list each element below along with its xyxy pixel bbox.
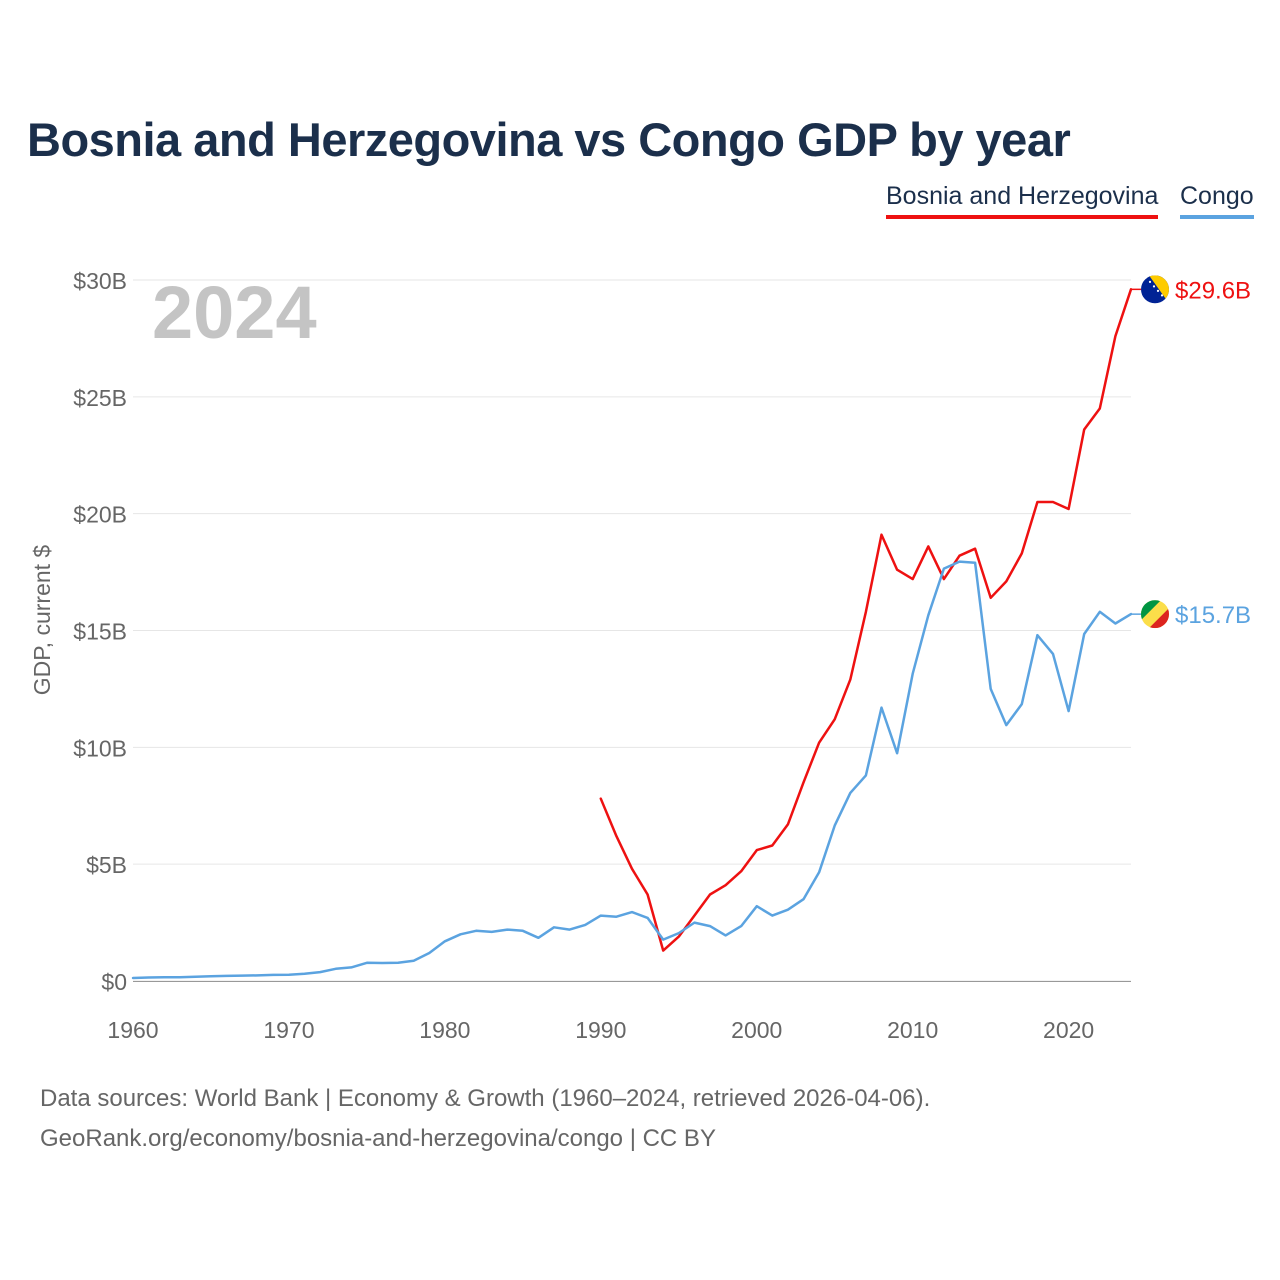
- data-source-text: Data sources: World Bank | Economy & Gro…: [40, 1085, 931, 1112]
- y-tick-label: $10B: [73, 735, 127, 761]
- x-tick-label: 1960: [107, 1017, 158, 1043]
- year-watermark: 2024: [152, 271, 317, 354]
- x-tick-label: 2000: [731, 1017, 782, 1043]
- congo-flag-icon: [1141, 600, 1169, 629]
- y-tick-label: $5B: [86, 852, 127, 878]
- series-line-congo[interactable]: [131, 560, 1133, 980]
- x-tick-label: 2020: [1043, 1017, 1094, 1043]
- end-value-label: $29.6B: [1175, 277, 1251, 304]
- y-tick-label: $0: [101, 969, 127, 995]
- x-tick-label: 1980: [419, 1017, 470, 1043]
- y-axis-title: GDP, current $: [29, 545, 55, 696]
- x-tick-label: 2010: [887, 1017, 938, 1043]
- source-link-text[interactable]: GeoRank.org/economy/bosnia-and-herzegovi…: [40, 1125, 716, 1152]
- grid-lines: [133, 279, 1131, 982]
- bosnia-flag-icon: [1141, 275, 1169, 304]
- legend-item-congo[interactable]: Congo: [1180, 182, 1254, 219]
- series-lines: [131, 288, 1133, 980]
- y-tick-label: $15B: [73, 619, 127, 645]
- end-value-label: $15.7B: [1175, 602, 1251, 629]
- x-tick-label: 1990: [575, 1017, 626, 1043]
- y-axis: $0 $5B $10B $15B $20B $25B $30B: [73, 268, 127, 995]
- chart-title: Bosnia and Herzegovina vs Congo GDP by y…: [27, 113, 1071, 166]
- x-tick-label: 1970: [263, 1017, 314, 1043]
- y-tick-label: $25B: [73, 385, 127, 411]
- x-axis: 1960 1970 1980 1990 2000 2010 2020: [107, 981, 1131, 1043]
- series-line-bosnia[interactable]: [599, 288, 1133, 952]
- y-tick-label: $30B: [73, 268, 127, 294]
- legend-item-bosnia[interactable]: Bosnia and Herzegovina: [886, 182, 1159, 219]
- end-labels: $29.6B $15.7B: [1131, 275, 1251, 629]
- y-tick-label: $20B: [73, 502, 127, 528]
